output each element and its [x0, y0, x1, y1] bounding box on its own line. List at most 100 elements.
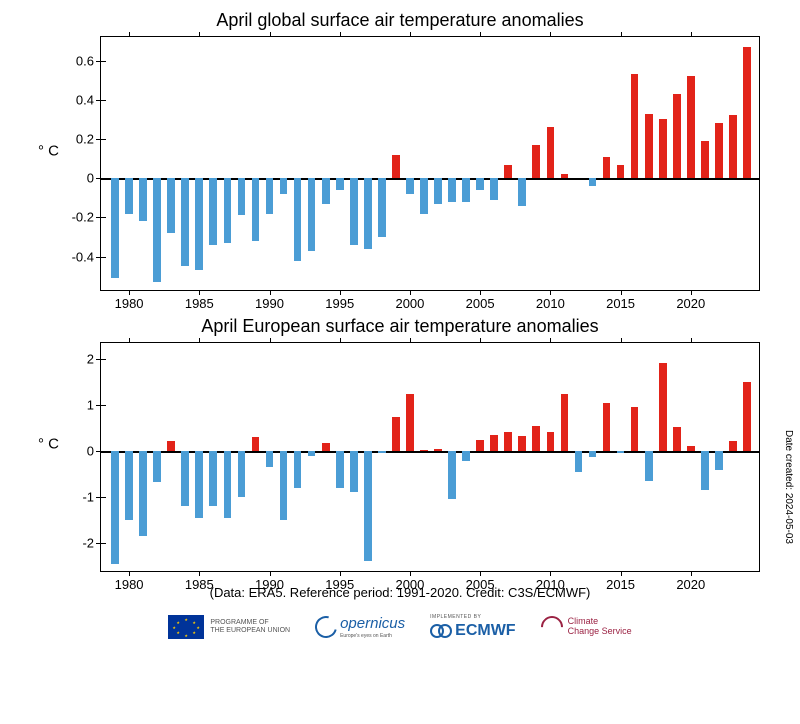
anomaly-bar — [280, 451, 288, 520]
anomaly-bar — [364, 178, 372, 249]
anomaly-bar — [294, 178, 302, 260]
anomaly-bar — [139, 178, 147, 221]
footer-logos: ★ ★ ★ ★ ★ ★ ★ ★ PROGRAMME OF THE EUROPEA… — [20, 614, 780, 640]
anomaly-bar — [252, 178, 260, 241]
anomaly-bar — [252, 437, 260, 451]
anomaly-bar — [701, 451, 709, 490]
anomaly-bar — [434, 178, 442, 204]
anomaly-bar — [547, 432, 555, 451]
anomaly-bar — [504, 165, 512, 179]
copernicus-label: opernicus — [340, 615, 405, 632]
anomaly-bar — [224, 178, 232, 243]
ytick-label: -0.4 — [54, 249, 94, 264]
anomaly-bar — [111, 451, 119, 564]
anomaly-bar — [336, 451, 344, 488]
xtick-label: 2005 — [466, 577, 495, 592]
ecmwf-label: ECMWF — [455, 622, 515, 640]
xtick-label: 2020 — [676, 577, 705, 592]
anomaly-bar — [153, 451, 161, 482]
anomaly-bar — [167, 441, 175, 451]
anomaly-bar — [378, 178, 386, 237]
ecmwf-implemented-label: IMPLEMENTED BY — [430, 614, 515, 620]
anomaly-bar — [617, 165, 625, 179]
anomaly-bar — [687, 446, 695, 452]
anomaly-bar — [518, 178, 526, 205]
date-created-label: Date created: 2024-05-03 — [783, 430, 794, 544]
xtick-label: 2015 — [606, 577, 635, 592]
anomaly-bar — [322, 443, 330, 451]
anomaly-bar — [322, 178, 330, 204]
anomaly-bar — [224, 451, 232, 518]
eu-programme-label: PROGRAMME OF THE EUROPEAN UNION — [210, 619, 290, 634]
anomaly-bar — [406, 394, 414, 452]
anomaly-bar — [448, 178, 456, 202]
anomaly-bar — [715, 123, 723, 178]
xtick-label: 2020 — [676, 296, 705, 311]
anomaly-bar — [308, 178, 316, 251]
global-chart-block: April global surface air temperature ano… — [40, 10, 760, 291]
eu-flag-icon: ★ ★ ★ ★ ★ ★ ★ ★ — [168, 615, 204, 639]
xtick-label: 1985 — [185, 296, 214, 311]
anomaly-bar — [701, 141, 709, 178]
anomaly-bar — [715, 451, 723, 470]
copernicus-swirl-icon — [311, 612, 341, 642]
anomaly-bar — [420, 450, 428, 451]
anomaly-bar — [420, 178, 428, 213]
global-chart-title: April global surface air temperature ano… — [40, 10, 760, 31]
global-chart-plot: -0.4-0.200.20.40.61980198519901995200020… — [100, 36, 760, 291]
xtick-label: 1990 — [255, 577, 284, 592]
anomaly-bar — [532, 145, 540, 178]
anomaly-bar — [518, 436, 526, 451]
anomaly-bar — [266, 451, 274, 467]
anomaly-bar — [645, 114, 653, 179]
anomaly-bar — [139, 451, 147, 536]
anomaly-bar — [294, 451, 302, 488]
anomaly-bar — [729, 441, 737, 451]
anomaly-bar — [743, 47, 751, 178]
anomaly-bar — [434, 449, 442, 451]
copernicus-sublabel: Europe's eyes on Earth — [340, 633, 405, 639]
ytick-label: 0.2 — [54, 132, 94, 147]
climate-change-service-logo: Climate Change Service — [541, 616, 632, 638]
anomaly-bar — [631, 407, 639, 451]
anomaly-bar — [603, 157, 611, 179]
anomaly-bar — [504, 432, 512, 451]
anomaly-bar — [350, 451, 358, 492]
xtick-label: 2015 — [606, 296, 635, 311]
anomaly-bar — [462, 178, 470, 202]
copernicus-logo: opernicus Europe's eyes on Earth — [315, 615, 405, 639]
ytick-label: 0 — [54, 171, 94, 186]
ytick-label: 0.6 — [54, 53, 94, 68]
anomaly-bar — [673, 94, 681, 178]
anomaly-bar — [392, 417, 400, 452]
anomaly-bar — [631, 74, 639, 178]
ecmwf-rings-icon — [430, 624, 452, 638]
xtick-label: 1995 — [325, 577, 354, 592]
anomaly-bar — [462, 451, 470, 461]
xtick-label: 2000 — [395, 296, 424, 311]
anomaly-bar — [645, 451, 653, 481]
page: April global surface air temperature ano… — [0, 0, 800, 724]
anomaly-bar — [448, 451, 456, 499]
anomaly-bar — [308, 451, 316, 456]
ytick-label: 0 — [54, 444, 94, 459]
anomaly-bar — [280, 178, 288, 194]
ytick-label: 2 — [54, 352, 94, 367]
anomaly-bar — [547, 127, 555, 178]
anomaly-bar — [153, 178, 161, 282]
ytick-label: -2 — [54, 536, 94, 551]
anomaly-bar — [125, 178, 133, 213]
anomaly-bar — [111, 178, 119, 278]
anomaly-bar — [167, 178, 175, 233]
anomaly-bar — [687, 76, 695, 178]
anomaly-bar — [673, 427, 681, 451]
anomaly-bar — [490, 178, 498, 200]
anomaly-bar — [603, 403, 611, 451]
anomaly-bar — [589, 178, 597, 186]
anomaly-bar — [195, 451, 203, 518]
anomaly-bar — [392, 155, 400, 179]
anomaly-bar — [336, 178, 344, 190]
anomaly-bar — [181, 178, 189, 266]
anomaly-bar — [181, 451, 189, 506]
anomaly-bar — [659, 363, 667, 451]
